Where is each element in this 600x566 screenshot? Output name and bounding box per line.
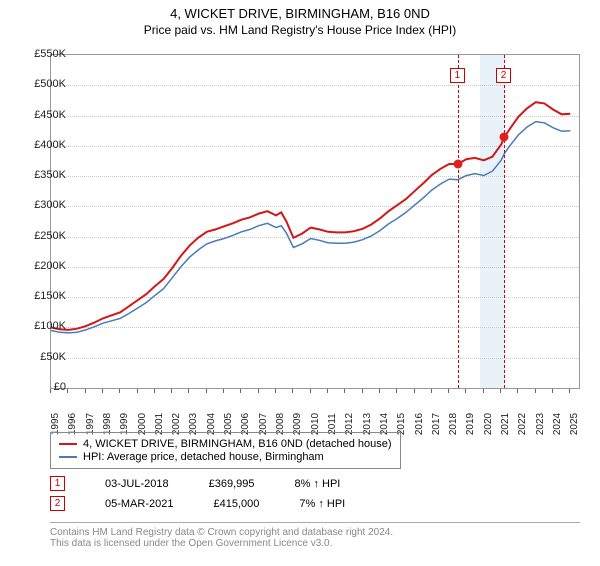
footer-attribution: Contains HM Land Registry data © Crown c… (50, 522, 580, 549)
y-axis-label: £100K (18, 320, 66, 332)
plot-area (50, 54, 580, 389)
legend-swatch (59, 443, 77, 445)
y-axis-label: £350K (18, 169, 66, 181)
x-axis-label: 2021 (500, 413, 511, 435)
line-series (51, 55, 579, 388)
sale-date: 05-MAR-2021 (105, 498, 173, 510)
x-axis-label: 2016 (414, 413, 425, 435)
chart-subtitle: Price paid vs. HM Land Registry's House … (0, 23, 600, 37)
x-axis-label: 2019 (465, 413, 476, 435)
sale-point (453, 159, 462, 168)
sale-date: 03-JUL-2018 (105, 478, 169, 490)
legend-row: 4, WICKET DRIVE, BIRMINGHAM, B16 0ND (de… (59, 438, 392, 450)
series-red-line (51, 102, 570, 330)
y-axis-label: £50K (18, 351, 66, 363)
y-axis-label: £250K (18, 230, 66, 242)
y-axis-label: £400K (18, 139, 66, 151)
x-axis-label: 2023 (535, 413, 546, 435)
y-axis-label: £500K (18, 78, 66, 90)
y-axis-label: £200K (18, 260, 66, 272)
x-axis-label: 2022 (517, 413, 528, 435)
x-axis-label: 2025 (569, 413, 580, 435)
legend-text: 4, WICKET DRIVE, BIRMINGHAM, B16 0ND (de… (83, 438, 392, 450)
y-axis-label: £300K (18, 199, 66, 211)
sale-point (500, 132, 509, 141)
x-axis-label: 2020 (483, 413, 494, 435)
y-axis-label: £450K (18, 109, 66, 121)
legend-swatch (59, 456, 77, 458)
x-axis-label: 2018 (448, 413, 459, 435)
sale-price: £415,000 (213, 498, 259, 510)
x-axis-label: 2024 (552, 413, 563, 435)
legend-text: HPI: Average price, detached house, Birm… (83, 451, 324, 463)
chart-container: 4, WICKET DRIVE, BIRMINGHAM, B16 0ND Pri… (0, 6, 600, 566)
sale-price: £369,995 (209, 478, 255, 490)
sale-marker-box: 2 (50, 496, 65, 511)
legend-box: 4, WICKET DRIVE, BIRMINGHAM, B16 0ND (de… (50, 432, 401, 469)
marker-label-1: 1 (450, 68, 465, 83)
x-axis-label: 2017 (431, 413, 442, 435)
footer-line1: Contains HM Land Registry data © Crown c… (50, 527, 580, 538)
y-axis-label: £0 (18, 381, 66, 393)
y-axis-label: £550K (18, 48, 66, 60)
marker-label-2: 2 (496, 68, 511, 83)
sale-row-2: 2 05-MAR-2021 £415,000 7% ↑ HPI (50, 496, 345, 511)
chart-title: 4, WICKET DRIVE, BIRMINGHAM, B16 0ND (0, 6, 600, 21)
sale-row-1: 1 03-JUL-2018 £369,995 8% ↑ HPI (50, 476, 340, 491)
sale-delta: 8% ↑ HPI (294, 478, 340, 490)
sale-marker-box: 1 (50, 476, 65, 491)
footer-line2: This data is licensed under the Open Gov… (50, 538, 580, 549)
sale-delta: 7% ↑ HPI (299, 498, 345, 510)
legend-row: HPI: Average price, detached house, Birm… (59, 451, 392, 463)
y-axis-label: £150K (18, 290, 66, 302)
